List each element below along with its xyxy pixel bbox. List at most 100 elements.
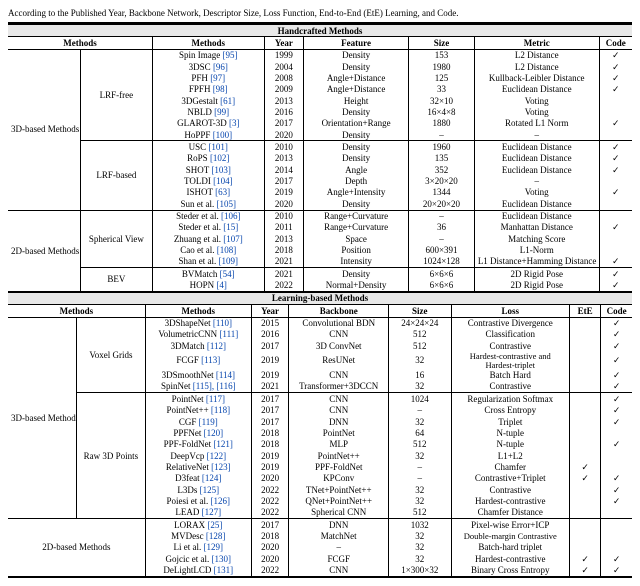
ref-link[interactable]: [110] <box>213 318 232 328</box>
cell-code: ✓ <box>601 340 632 351</box>
method-name: RoPS <box>187 153 208 163</box>
ref-link[interactable]: [126] <box>211 496 231 506</box>
cell-backbone: PointNet <box>289 427 389 438</box>
cell-code: ✓ <box>599 256 632 268</box>
cell-code <box>599 95 632 106</box>
ref-link[interactable]: [61] <box>220 96 235 106</box>
ref-link[interactable]: [118] <box>211 405 230 415</box>
ref-link[interactable]: [103] <box>211 165 231 175</box>
ref-link[interactable]: [127] <box>202 507 222 517</box>
ref-link[interactable]: [105] <box>217 199 237 209</box>
ref-link[interactable]: [130] <box>212 554 232 564</box>
cell-size: 6×6×6 <box>409 268 475 280</box>
ref-link[interactable]: [106] <box>221 211 241 221</box>
cell-year: 2010 <box>264 210 303 222</box>
cell-year: 2019 <box>251 450 288 461</box>
ref-link[interactable]: [121] <box>213 439 233 449</box>
cell-method: BVMatch [54] <box>152 268 264 280</box>
ref-link[interactable]: [98] <box>213 84 228 94</box>
ref-link[interactable]: [120] <box>204 428 224 438</box>
cell-size: 16 <box>389 370 451 381</box>
table-caption: According to the Published Year, Backbon… <box>8 8 632 18</box>
ref-link[interactable]: [112] <box>207 341 226 351</box>
ref-link[interactable]: [96] <box>213 62 228 72</box>
method-name: USC <box>189 142 207 152</box>
hdr-year-lb: Year <box>251 305 288 317</box>
cell-method: TOLDI [104] <box>152 175 264 186</box>
cell-ete <box>570 450 601 461</box>
cell-year: 2017 <box>264 118 303 129</box>
ref-link[interactable]: [131] <box>214 565 234 575</box>
cell-size: 512 <box>389 340 451 351</box>
ref-link[interactable]: [99] <box>214 107 229 117</box>
ref-link[interactable]: [107] <box>223 234 243 244</box>
ref-link[interactable]: [125] <box>200 485 220 495</box>
cell-loss: Hardest-contrastive and Hardest-triplet <box>451 352 570 370</box>
cell-metric: Voting <box>474 106 599 117</box>
ref-link[interactable]: [108] <box>217 245 237 255</box>
ref-link[interactable]: [15] <box>223 222 238 232</box>
cell-code: ✓ <box>601 473 632 484</box>
cell-year: 2019 <box>264 187 303 198</box>
method-name: DeepVcp <box>170 451 204 461</box>
cell-ete <box>570 427 601 438</box>
cell-year: 2021 <box>264 256 303 268</box>
ref-link[interactable]: [54] <box>220 269 235 279</box>
cell-metric: 2D Rigid Pose <box>474 268 599 280</box>
cell-method: Steder et al. [106] <box>152 210 264 222</box>
ref-link[interactable]: [114] <box>216 370 235 380</box>
ref-link[interactable]: [104] <box>213 176 233 186</box>
cell-code: ✓ <box>601 381 632 393</box>
cell-metric: Voting <box>474 95 599 106</box>
cell-metric: Euclidean Distance <box>474 84 599 95</box>
ref-link[interactable]: [63] <box>215 187 230 197</box>
cell-ete <box>570 370 601 381</box>
cell-year: 2020 <box>264 129 303 141</box>
ref-link[interactable]: [4] <box>216 280 227 290</box>
cell-code <box>601 427 632 438</box>
cell-size: 20×20×20 <box>409 198 475 210</box>
hdr-code-lb: Code <box>601 305 632 317</box>
hdr-year: Year <box>264 37 303 49</box>
ref-link[interactable]: [109] <box>219 256 239 266</box>
ref-link[interactable]: [119] <box>199 417 218 427</box>
cell-ete <box>570 340 601 351</box>
cell-year: 2016 <box>251 329 288 340</box>
ref-link[interactable]: [124] <box>202 473 222 483</box>
ref-link[interactable]: [115], [116] <box>193 381 236 391</box>
cell-size: 32 <box>389 352 451 370</box>
ref-link[interactable]: [101] <box>208 142 228 152</box>
cell-metric: L1-Norm <box>474 245 599 256</box>
ref-link[interactable]: [123] <box>211 462 231 472</box>
ref-link[interactable]: [95] <box>223 50 238 60</box>
cell-size: 32 <box>389 450 451 461</box>
ref-link[interactable]: [128] <box>206 531 226 541</box>
ref-link[interactable]: [129] <box>204 542 224 552</box>
method-name: Poiesi et al. <box>167 496 209 506</box>
ref-link[interactable]: [25] <box>207 520 222 530</box>
ref-link[interactable]: [97] <box>210 73 225 83</box>
cell-year: 2020 <box>264 198 303 210</box>
cell-method: 3DSmoothNet [114] <box>145 370 251 381</box>
method-name: Sun et al. <box>181 199 215 209</box>
cell-backbone: Convolutional BDN <box>289 317 389 329</box>
cell-year: 2009 <box>264 84 303 95</box>
ref-link[interactable]: [3] <box>229 118 240 128</box>
cell-metric: L1 Distance+Hamming Distance <box>474 256 599 268</box>
cell-method: ISHOT [63] <box>152 187 264 198</box>
ref-link[interactable]: [122] <box>207 451 227 461</box>
ref-link[interactable]: [117] <box>206 394 225 404</box>
ref-link[interactable]: [102] <box>210 153 230 163</box>
ref-link[interactable]: [113] <box>201 355 220 365</box>
cell-size: 1024×128 <box>409 256 475 268</box>
method-name: MVDesc <box>171 531 204 541</box>
cell-year: 2017 <box>251 340 288 351</box>
ref-link[interactable]: [111] <box>219 329 238 339</box>
cell-backbone: Transformer+3DCCN <box>289 381 389 393</box>
ref-link[interactable]: [100] <box>213 130 233 140</box>
table-row: BEVBVMatch [54]2021Density6×6×62D Rigid … <box>8 268 632 280</box>
cell-year: 2013 <box>264 95 303 106</box>
cell-method: USC [101] <box>152 141 264 153</box>
method-name: PointNet++ <box>167 405 209 415</box>
hdr-code: Code <box>599 37 632 49</box>
